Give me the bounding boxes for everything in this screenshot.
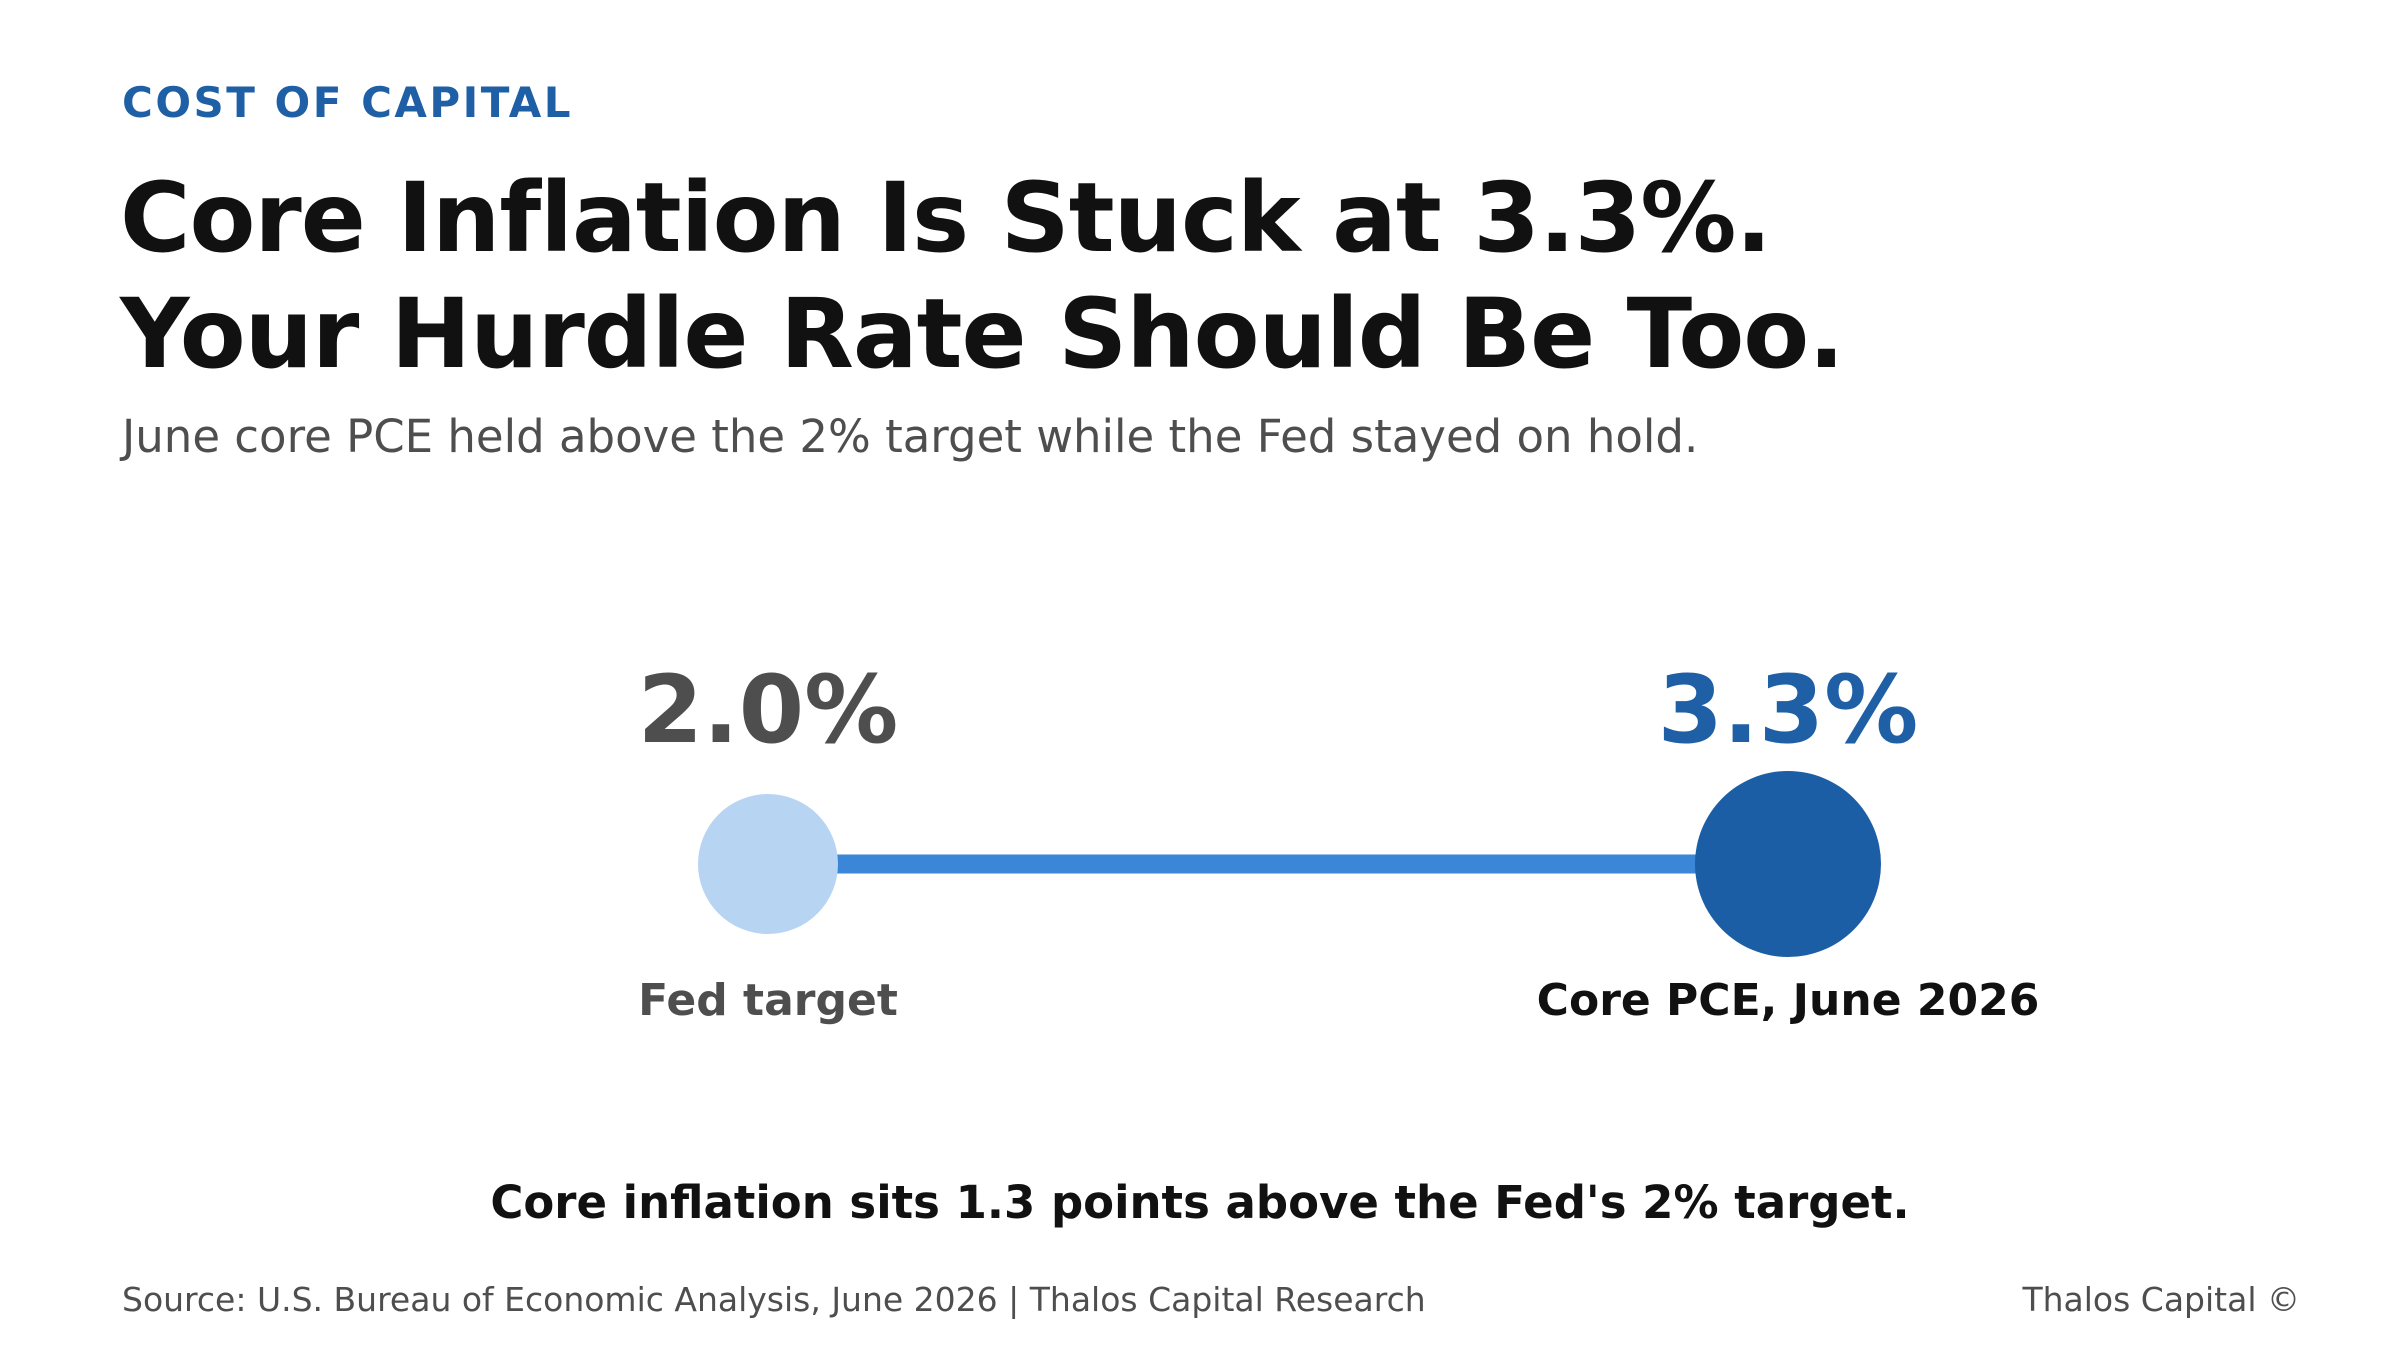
takeaway-text: Core inflation sits 1.3 points above the… [490, 1176, 1910, 1229]
dot-fed-target [698, 794, 838, 934]
headline-line-2: Your Hurdle Rate Should Be Too. [120, 278, 1845, 390]
headline-line-1: Core Inflation Is Stuck at 3.3%. [120, 162, 1772, 274]
dumbbell-chart: 2.0% Fed target 3.3% Core PCE, June 2026 [0, 620, 2400, 1060]
subtitle: June core PCE held above the 2% target w… [122, 410, 1699, 463]
point-label-fed-target: Fed target [638, 975, 898, 1026]
point-label-core-pce: Core PCE, June 2026 [1537, 975, 2040, 1026]
dumbbell-chart-svg: 2.0% Fed target 3.3% Core PCE, June 2026 [638, 656, 2040, 1026]
eyebrow-label: COST OF CAPITAL [122, 78, 573, 127]
headline: Core Inflation Is Stuck at 3.3%. Your Hu… [120, 160, 2280, 392]
dot-core-pce [1695, 771, 1881, 957]
footer-source: Source: U.S. Bureau of Economic Analysis… [122, 1280, 1426, 1319]
footer-brand: Thalos Capital © [2022, 1280, 2300, 1319]
value-label-core-pce: 3.3% [1658, 656, 1919, 765]
value-label-fed-target: 2.0% [638, 656, 899, 765]
